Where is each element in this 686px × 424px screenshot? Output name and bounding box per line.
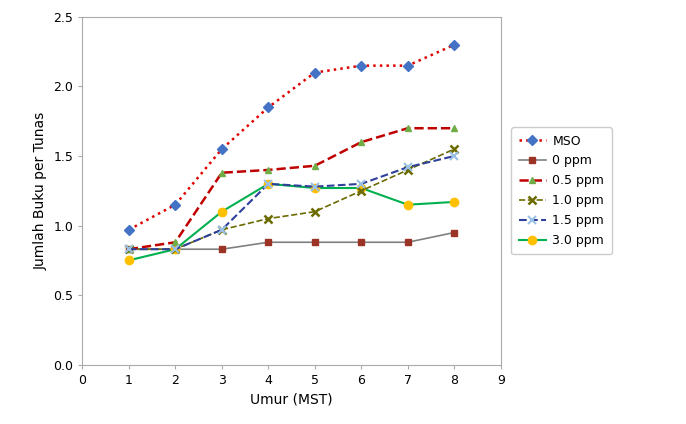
Legend: MSO, 0 ppm, 0.5 ppm, 1.0 ppm, 1.5 ppm, 3.0 ppm: MSO, 0 ppm, 0.5 ppm, 1.0 ppm, 1.5 ppm, 3… [511,127,612,254]
X-axis label: Umur (MST): Umur (MST) [250,392,333,406]
Y-axis label: Jumlah Buku per Tunas: Jumlah Buku per Tunas [34,112,48,270]
